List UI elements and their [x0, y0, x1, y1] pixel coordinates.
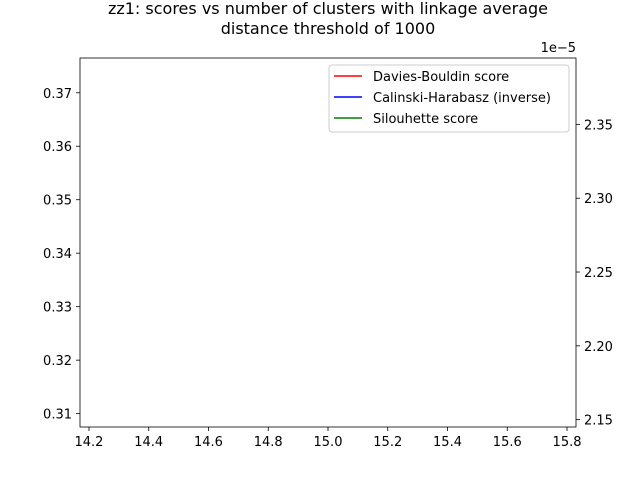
x-tick-label: 14.6 [194, 435, 223, 450]
y-right-tick-label: 2.30 [584, 192, 613, 207]
y-right-tick-label: 2.35 [584, 118, 613, 133]
y-left-tick-label: 0.32 [43, 354, 72, 369]
y-left-tick-label: 0.33 [43, 301, 72, 316]
x-tick-label: 15.2 [373, 435, 402, 450]
chart-title-line-1: zz1: scores vs number of clusters with l… [108, 0, 548, 18]
y-right-tick-label: 2.20 [584, 340, 613, 355]
y-right-tick-label: 2.25 [584, 266, 613, 281]
legend-label-1: Davies-Bouldin score [373, 70, 509, 85]
x-tick-label: 15.6 [493, 435, 522, 450]
legend-box [328, 64, 570, 133]
x-tick-label: 14.4 [134, 435, 163, 450]
y-right-offset-label: 1e−5 [541, 41, 576, 56]
legend-label-3: Silouhette score [373, 112, 478, 127]
y-left-tick-label: 0.34 [43, 247, 72, 262]
x-tick-label: 15.4 [433, 435, 462, 450]
x-tick-label: 14.8 [254, 435, 283, 450]
x-tick-label: 15.8 [553, 435, 582, 450]
y-left-tick-label: 0.36 [43, 140, 72, 155]
y-left-tick-label: 0.31 [43, 408, 72, 423]
y-left-tick-label: 0.37 [43, 87, 72, 102]
legend: Davies-Bouldin score Calinski-Harabasz (i… [328, 64, 570, 133]
axes-frame [79, 57, 577, 428]
y-left-tick-label: 0.35 [43, 194, 72, 209]
chart-title-line-2: distance threshold of 1000 [221, 19, 436, 38]
legend-label-2: Calinski-Harabasz (inverse) [373, 91, 551, 106]
x-tick-label: 15.0 [314, 435, 343, 450]
x-tick-label: 14.2 [74, 435, 103, 450]
y-right-tick-label: 2.15 [584, 414, 613, 429]
